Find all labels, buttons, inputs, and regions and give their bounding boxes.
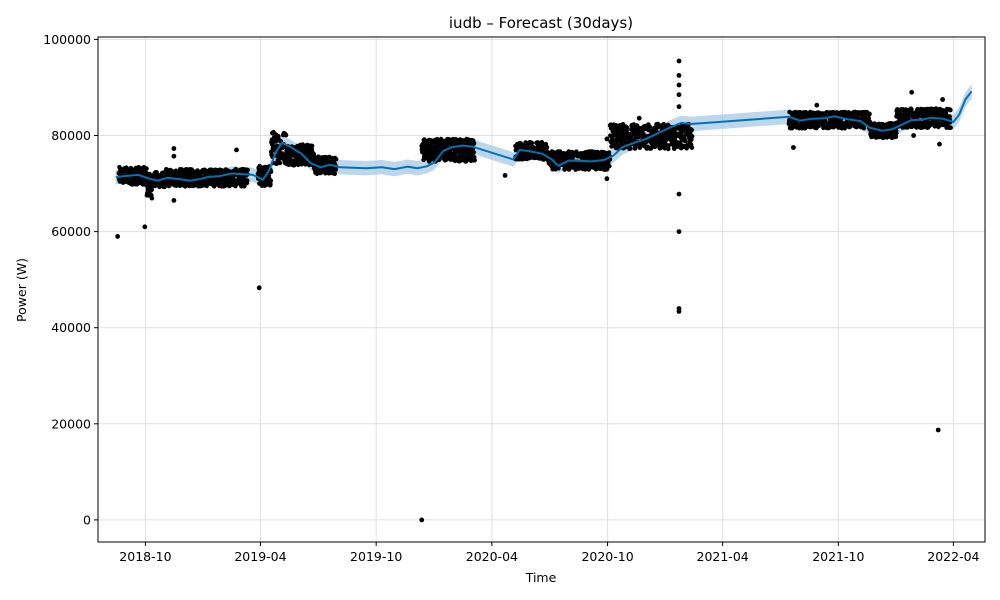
x-tick-label: 2022-04	[927, 549, 979, 564]
outlier-point	[676, 191, 682, 197]
outlier-point	[115, 234, 120, 239]
x-tick-label: 2020-10	[581, 549, 633, 564]
observed-point	[666, 146, 671, 152]
outlier-point	[814, 102, 820, 108]
outlier-point	[791, 145, 796, 150]
observed-point	[666, 143, 671, 148]
observed-point	[607, 163, 612, 169]
observed-point	[518, 142, 524, 147]
observed-point	[144, 166, 149, 171]
outlier-point	[234, 147, 239, 153]
outlier-point	[911, 133, 916, 138]
outlier-point	[256, 285, 262, 291]
observed-point	[624, 125, 630, 131]
observed-point	[149, 187, 154, 193]
outlier-point	[419, 517, 425, 523]
x-axis-label: Time	[525, 570, 557, 585]
observed-point	[471, 150, 477, 155]
outlier-point	[604, 136, 610, 142]
observed-point	[683, 138, 688, 144]
forecast-line-path	[115, 90, 973, 182]
observed-point	[867, 111, 872, 117]
observed-point	[909, 107, 914, 112]
observed-point	[268, 178, 274, 183]
observed-point	[276, 133, 281, 139]
observed-point	[244, 178, 250, 183]
x-tick-label: 2019-04	[234, 549, 286, 564]
y-axis-label: Power (W)	[14, 258, 29, 322]
y-tick-label: 40000	[51, 320, 91, 335]
y-axis-ticks: 0 20000 40000 60000 80000 100000	[43, 32, 98, 527]
outlier-point	[676, 92, 682, 98]
observed-point	[689, 127, 694, 133]
x-tick-label: 2019-10	[350, 549, 402, 564]
outlier-point	[676, 229, 682, 235]
outlier-point	[940, 97, 945, 102]
observed-point	[333, 156, 339, 162]
y-tick-label: 100000	[43, 32, 91, 47]
observed-point	[689, 134, 695, 139]
outlier-point	[935, 427, 941, 433]
observed-point	[557, 149, 563, 154]
observed-point	[948, 107, 953, 113]
outlier-point	[676, 104, 682, 110]
observed-point	[268, 181, 273, 187]
observed-point	[471, 141, 477, 146]
outlier-point	[171, 146, 177, 151]
outlier-point	[937, 141, 942, 147]
chart-title: iudb – Forecast (30days)	[449, 14, 633, 32]
observed-point	[544, 145, 550, 150]
outlier-point	[502, 173, 508, 178]
observed-point	[287, 155, 293, 161]
outlier-point	[142, 224, 148, 230]
observed-point	[647, 124, 653, 130]
x-tick-label: 2021-10	[812, 549, 864, 564]
observed-point	[277, 160, 283, 166]
x-axis-ticks: 2018-10 2019-04 2019-10 2020-04 2020-10 2021-…	[119, 542, 980, 564]
observed-point	[894, 131, 899, 136]
observed-point	[529, 140, 535, 146]
observed-point	[628, 146, 633, 151]
outlier-point	[676, 309, 682, 314]
x-tick-label: 2020-04	[466, 549, 518, 564]
observed-point	[556, 166, 561, 171]
observed-point	[895, 107, 900, 113]
observed-point	[606, 150, 612, 155]
observed-point	[309, 143, 315, 149]
observed-point	[689, 145, 695, 150]
observed-point	[266, 173, 272, 178]
observed-point	[430, 143, 436, 149]
y-tick-label: 20000	[51, 416, 91, 431]
x-tick-label: 2021-04	[697, 549, 749, 564]
outlier-point	[676, 58, 682, 64]
observed-point	[299, 162, 304, 167]
y-tick-label: 80000	[51, 128, 91, 143]
outlier-point	[171, 198, 177, 203]
observed-point	[823, 119, 828, 125]
observed-point	[861, 125, 867, 131]
observed-point	[212, 184, 217, 189]
outlier-point	[604, 176, 610, 182]
outlier-point	[171, 153, 177, 159]
outlier-point	[676, 73, 682, 78]
forecast-line	[115, 90, 973, 182]
outlier-point	[676, 82, 682, 88]
y-tick-label: 60000	[51, 224, 91, 239]
observed-point	[948, 125, 953, 130]
observed-point	[472, 157, 477, 163]
outlier-point	[636, 115, 642, 121]
observed-point	[672, 127, 678, 133]
observed-point	[893, 134, 899, 140]
observed-point	[245, 167, 250, 173]
observed-point	[283, 132, 289, 138]
outlier-point	[909, 89, 915, 95]
x-tick-label: 2018-10	[119, 549, 171, 564]
y-tick-label: 0	[83, 512, 91, 527]
plot-frame	[97, 36, 986, 543]
observed-point	[332, 171, 338, 177]
observed-point	[149, 195, 155, 201]
